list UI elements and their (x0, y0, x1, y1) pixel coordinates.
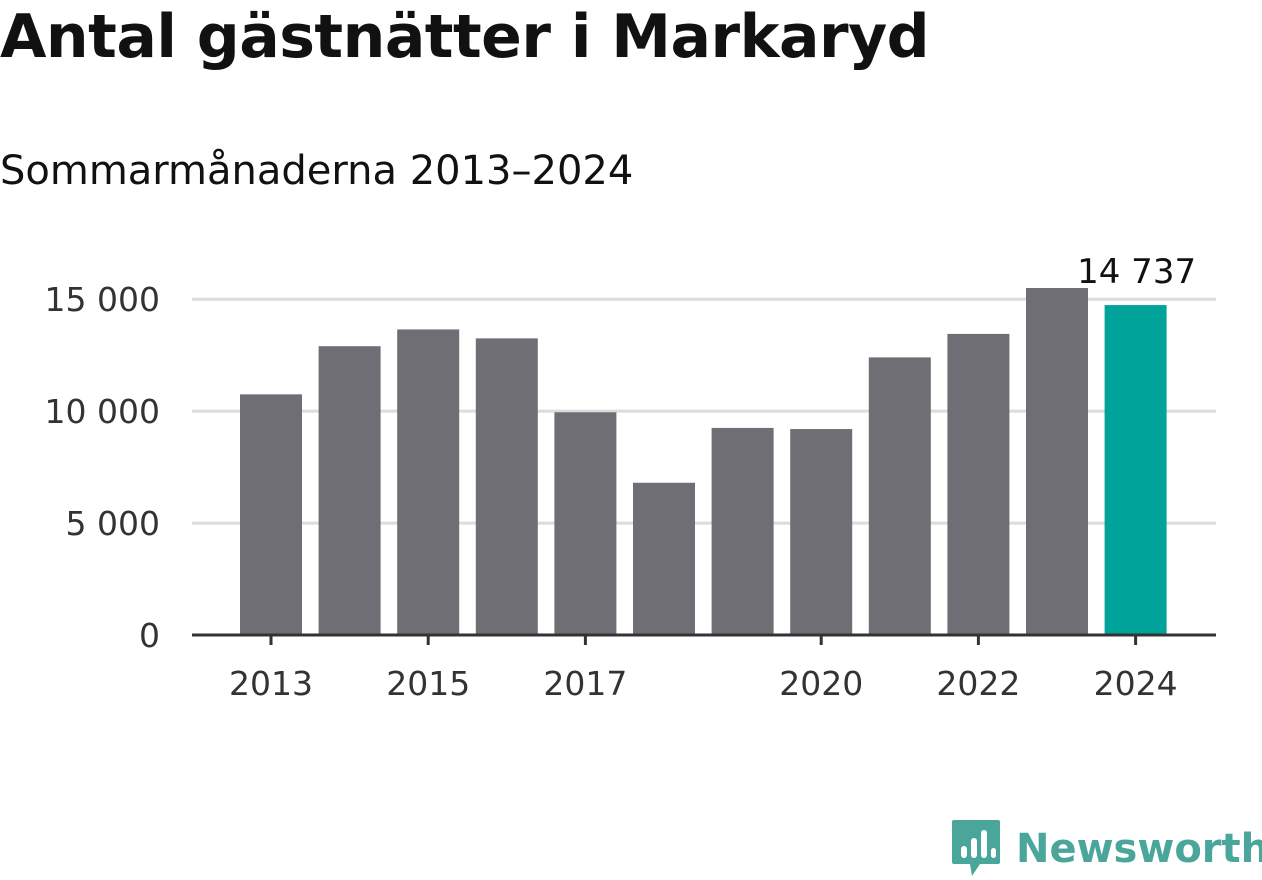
data-label: 14 737 (1077, 252, 1196, 292)
bar-2019 (711, 427, 774, 635)
bar-2014 (318, 346, 381, 635)
bar-2017 (554, 412, 617, 635)
bar-2020 (790, 429, 853, 635)
bar-2024 (1104, 305, 1167, 635)
y-tick-label: 0 (139, 616, 160, 655)
brand-name: Newsworthy (1016, 826, 1262, 872)
bar-2023 (1026, 288, 1088, 635)
y-tick-label: 15 000 (45, 280, 160, 319)
chart-subtitle: Sommarmånaderna 2013–2024 (0, 148, 634, 194)
newsworthy-logo: Newsworthy (950, 818, 1262, 880)
bar-chart-speech-bubble-icon (952, 820, 1000, 876)
bar-2022 (947, 333, 1010, 635)
y-tick-label: 10 000 (45, 392, 160, 431)
bar-2016 (475, 338, 538, 635)
x-tick-label: 2020 (779, 664, 863, 703)
chart-title: Antal gästnätter i Markaryd (0, 2, 930, 72)
x-tick-label: 2017 (543, 664, 627, 703)
bar-2015 (397, 329, 460, 635)
x-tick-label: 2024 (1094, 664, 1178, 703)
x-tick-label: 2015 (386, 664, 470, 703)
bar-2018 (633, 482, 695, 635)
bar-2013 (240, 394, 302, 635)
y-tick-label: 5 000 (66, 504, 160, 543)
bar-chart: 0 5 000 10 000 15 000 2013 2015 2017 2020 2022 20… (45, 252, 1216, 703)
x-tick-label: 2022 (936, 664, 1020, 703)
x-tick-label: 2013 (229, 664, 313, 703)
bar-2021 (868, 357, 931, 635)
